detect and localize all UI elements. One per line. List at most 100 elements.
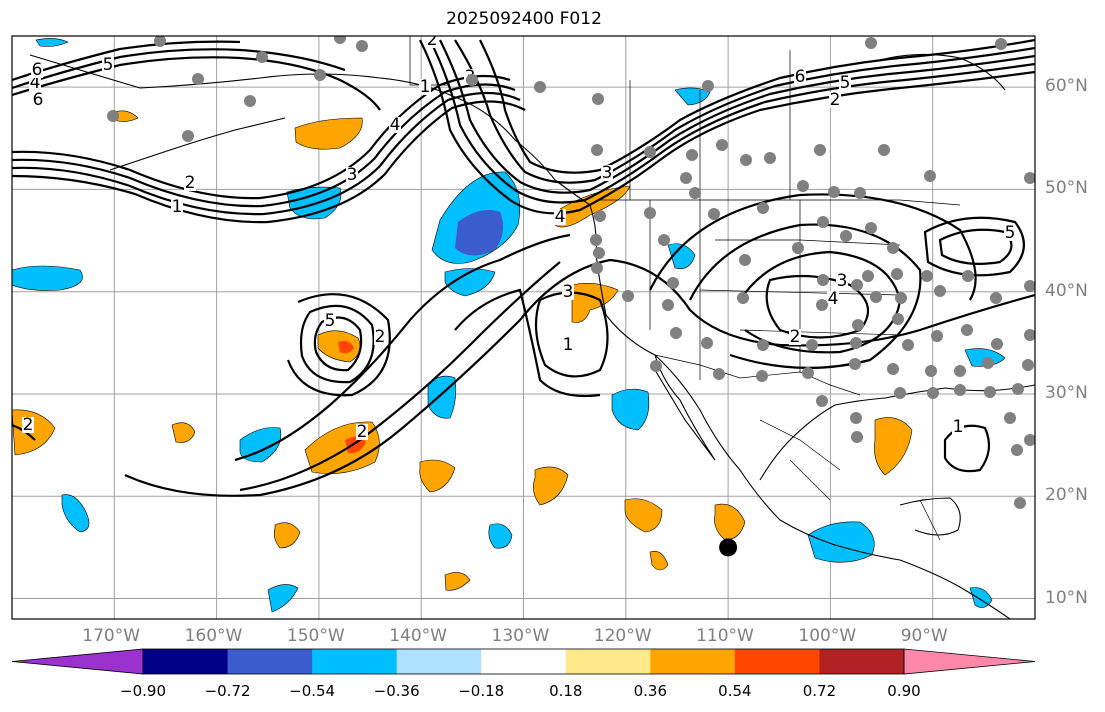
contour-label: 2 [375, 327, 386, 347]
contour-labels: 4561234123562345231234526512 [22, 36, 1016, 442]
colorbar-segment [312, 649, 398, 674]
lon-tick-label: 100°W [798, 626, 857, 646]
contour-label-bg [184, 175, 196, 191]
contour-label: 4 [555, 207, 566, 227]
contour-label: 5 [840, 73, 851, 93]
contour-label: 1 [172, 197, 183, 217]
contour-label-bg [374, 329, 386, 345]
shade-orange-10 [419, 459, 456, 493]
state-line-6 [739, 329, 901, 336]
station-dot [887, 242, 899, 254]
colorbar-segment [819, 649, 905, 674]
shade-orange-6 [874, 417, 913, 476]
station-dot [244, 95, 256, 107]
contour-label-bg [324, 313, 336, 329]
shade-blue-15 [969, 587, 993, 608]
station-dot [984, 386, 996, 398]
station-dot [927, 387, 939, 399]
contour-label: 5 [1005, 223, 1016, 243]
station-dot [1024, 172, 1035, 184]
contour-cutoff-2 [299, 304, 375, 384]
contour-label: 4 [828, 289, 839, 309]
station-dot [814, 144, 826, 156]
shade-blue-10 [674, 87, 711, 106]
contour-label-bg [562, 284, 574, 300]
contour-label-bg [952, 419, 964, 435]
contour-label-bg [839, 75, 851, 91]
colorbar-tick-label: 0.72 [802, 682, 837, 700]
station-dot [590, 234, 602, 246]
contour-label-bg [794, 69, 806, 85]
shade-orange-15 [649, 551, 669, 571]
station-dot [991, 338, 1003, 350]
shade-blue-4 [427, 375, 457, 419]
lat-tick-label: 50°N [1045, 178, 1088, 199]
station-dot [865, 222, 877, 234]
shade-blue-14 [35, 38, 69, 47]
station-dot [314, 69, 326, 81]
shade-orange-13 [171, 422, 196, 443]
station-dot [686, 149, 698, 161]
storm-marker [719, 538, 738, 557]
station-dot [865, 37, 877, 49]
gulf-coast [759, 384, 1035, 481]
station-dot [816, 395, 828, 407]
contour-label-bg [426, 36, 438, 48]
shade-blue-13 [267, 584, 299, 613]
station-dot [594, 210, 606, 222]
shade-blue-2 [12, 265, 83, 291]
shade-darkblue-core [455, 209, 504, 256]
station-dot [716, 139, 728, 151]
station-dot [895, 292, 907, 304]
contour-label: 1 [563, 335, 574, 355]
station-dot [644, 146, 656, 158]
contour-label: 3 [602, 163, 613, 183]
station-dot [1022, 359, 1034, 371]
contour-label-bg [1004, 225, 1016, 241]
station-dot [990, 292, 1002, 304]
station-dot [840, 230, 852, 242]
lat-tick-label: 40°N [1045, 280, 1088, 301]
station-dot [1004, 412, 1016, 424]
station-dot [849, 358, 861, 370]
colorbar-segment [734, 649, 820, 674]
station-dot [644, 207, 656, 219]
contour-low-2 [454, 288, 601, 398]
contour-alaska-2 [12, 48, 346, 90]
shade-orange-8 [624, 498, 663, 533]
station-dot [797, 180, 809, 192]
station-dot [995, 38, 1007, 50]
station-dot [982, 357, 994, 369]
contour-label-bg [562, 337, 574, 353]
station-dot [256, 51, 268, 63]
station-dot [852, 319, 864, 331]
station-dot [887, 363, 899, 375]
shade-blue-7 [488, 523, 513, 549]
station-dot [737, 292, 749, 304]
colorbar-extend-max [903, 648, 1036, 675]
contour-label: 2 [830, 90, 841, 110]
lat-tick-label: 20°N [1045, 485, 1088, 506]
contour-label: 2 [357, 422, 368, 442]
station-dot [870, 291, 882, 303]
contour-label: 6 [33, 90, 44, 110]
lon-tick-label: 160°W [184, 626, 243, 646]
station-dot [622, 290, 634, 302]
colorbar-segment [565, 649, 651, 674]
shade-blue-3 [239, 427, 282, 463]
station-dot [182, 130, 194, 142]
station-dot [816, 299, 828, 311]
contour-label: 2 [185, 173, 196, 193]
station-dot [192, 73, 204, 85]
shade-blue-11 [964, 348, 1006, 367]
station-dot [356, 40, 368, 52]
colorbar-segment [143, 649, 229, 674]
shade-blue-8 [807, 521, 875, 563]
station-dot [670, 327, 682, 339]
station-dot [934, 285, 946, 297]
contour-low-1 [534, 291, 609, 378]
station-dot [854, 187, 866, 199]
gridlines [12, 36, 1035, 619]
station-dot [931, 330, 943, 342]
